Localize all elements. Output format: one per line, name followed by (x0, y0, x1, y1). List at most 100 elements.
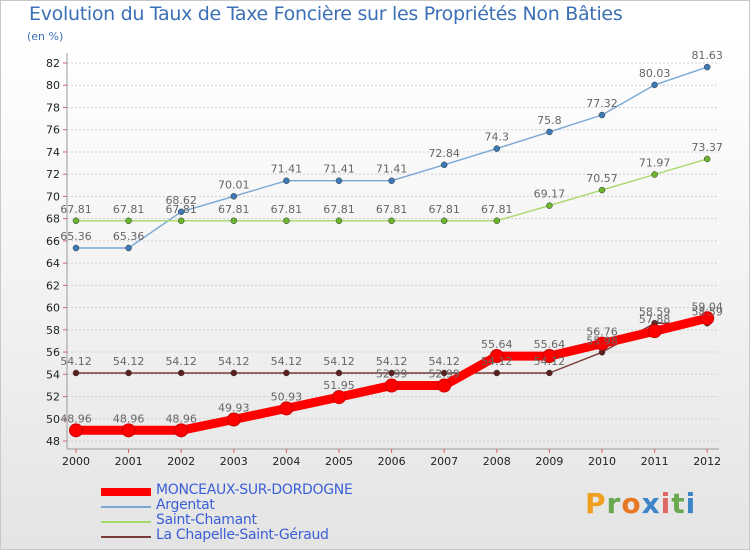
y-tick-label: 78 (46, 101, 60, 114)
y-tick-label: 72 (46, 168, 60, 181)
data-point (230, 369, 238, 377)
x-tick-label: 2001 (115, 455, 143, 468)
y-tick-label: 62 (46, 279, 60, 292)
data-point (493, 145, 501, 152)
data-label: 54.12 (165, 355, 197, 368)
legend-swatch (101, 506, 151, 508)
legend-item: Argentat (101, 498, 481, 514)
data-point (177, 217, 185, 225)
data-label: 70.01 (218, 178, 250, 191)
logo-letter: x (641, 487, 661, 520)
data-label: 59.04 (691, 300, 723, 313)
data-label: 67.81 (113, 203, 145, 216)
legend-label: La Chapelle-Saint-Géraud (156, 527, 329, 543)
y-axis-unit-label: (en %) (27, 30, 64, 43)
data-point (283, 177, 290, 184)
data-point (72, 244, 80, 252)
data-point (177, 208, 185, 216)
line-chart: 48 50 52 54 56 58 60 62 64 66 68 70 72 74 76 78 80 82 2000… (46, 49, 723, 468)
data-point (283, 369, 290, 377)
legend-item: MONCEAUX-SUR-DORDOGNE (101, 483, 481, 499)
data-point (72, 217, 80, 225)
data-label: 74.3 (485, 131, 510, 144)
x-tick-label: 2002 (167, 455, 195, 468)
data-label: 71.41 (376, 163, 408, 176)
x-tick-label: 2004 (272, 455, 300, 468)
y-tick-label: 60 (46, 302, 60, 315)
data-point (388, 177, 395, 184)
data-label: 67.81 (218, 203, 250, 216)
data-point (651, 81, 658, 89)
data-point (230, 217, 238, 225)
data-point (279, 401, 294, 416)
data-point (388, 217, 395, 225)
y-tick-label: 76 (46, 124, 60, 137)
x-tick-label: 2000 (62, 455, 90, 468)
data-label: 55.64 (534, 338, 566, 351)
data-point (121, 423, 136, 438)
data-point (598, 186, 606, 194)
data-label: 55.64 (481, 338, 513, 351)
legend-label: Saint-Chamant (156, 512, 257, 528)
y-tick-label: 80 (46, 79, 60, 92)
data-point (125, 217, 132, 225)
data-label: 54.12 (376, 355, 408, 368)
data-label: 52.99 (376, 368, 408, 381)
y-tick-label: 68 (46, 213, 60, 226)
data-label: 72.84 (428, 147, 460, 160)
legend-swatch (101, 488, 151, 496)
data-label: 58.59 (691, 305, 723, 318)
data-point (700, 311, 715, 326)
data-point (437, 378, 452, 393)
legend-swatch (101, 536, 151, 538)
x-tick-label: 2005 (325, 455, 353, 468)
data-label: 70.57 (586, 172, 618, 185)
grid-lines (67, 62, 719, 442)
y-tick-label: 54 (46, 368, 60, 381)
y-tick-label: 58 (46, 324, 60, 337)
logo-letter: P (585, 487, 607, 520)
legend-item: La Chapelle-Saint-Géraud (101, 527, 481, 544)
data-point (177, 369, 185, 377)
data-point (174, 423, 189, 438)
data-point (230, 193, 238, 200)
data-label: 67.81 (60, 203, 92, 216)
y-tick-label: 64 (46, 257, 60, 270)
data-labels: 65.36 65.36 68.62 70.01 71.41 71.41 71.41 72.84… (60, 49, 723, 425)
series-layer (69, 63, 715, 438)
data-label: 67.81 (165, 203, 197, 216)
x-tick-label: 2012 (693, 455, 721, 468)
data-point (335, 369, 343, 377)
logo-letter: i (660, 487, 672, 520)
y-tick-label: 70 (46, 190, 60, 203)
data-label: 81.63 (691, 49, 723, 62)
data-label: 55.98 (586, 334, 618, 347)
data-point (595, 336, 609, 351)
data-point (384, 378, 399, 393)
y-tick-label: 56 (46, 346, 60, 359)
data-label: 77.32 (586, 97, 618, 110)
data-point (335, 217, 343, 225)
series-argentat (72, 63, 711, 252)
data-point (226, 412, 241, 427)
data-label: 54.12 (271, 355, 303, 368)
logo-letter: i (685, 487, 697, 520)
data-label: 67.81 (323, 203, 355, 216)
data-point (703, 155, 711, 163)
y-tick-label: 82 (46, 57, 60, 70)
data-label: 67.81 (428, 203, 460, 216)
data-label: 54.12 (534, 355, 566, 368)
data-label: 69.17 (534, 188, 566, 201)
data-label: 54.12 (428, 355, 460, 368)
data-label: 71.41 (271, 163, 303, 176)
y-tick-label: 50 (46, 413, 60, 426)
data-label: 54.12 (60, 355, 92, 368)
data-label: 71.97 (639, 157, 671, 170)
data-point (546, 369, 553, 377)
legend-item: Saint-Chamant (101, 512, 481, 529)
data-label: 67.81 (376, 203, 408, 216)
data-label: 75.8 (537, 114, 562, 127)
data-label: 67.81 (271, 203, 303, 216)
data-label: 50.93 (271, 390, 303, 403)
data-point (493, 369, 501, 377)
